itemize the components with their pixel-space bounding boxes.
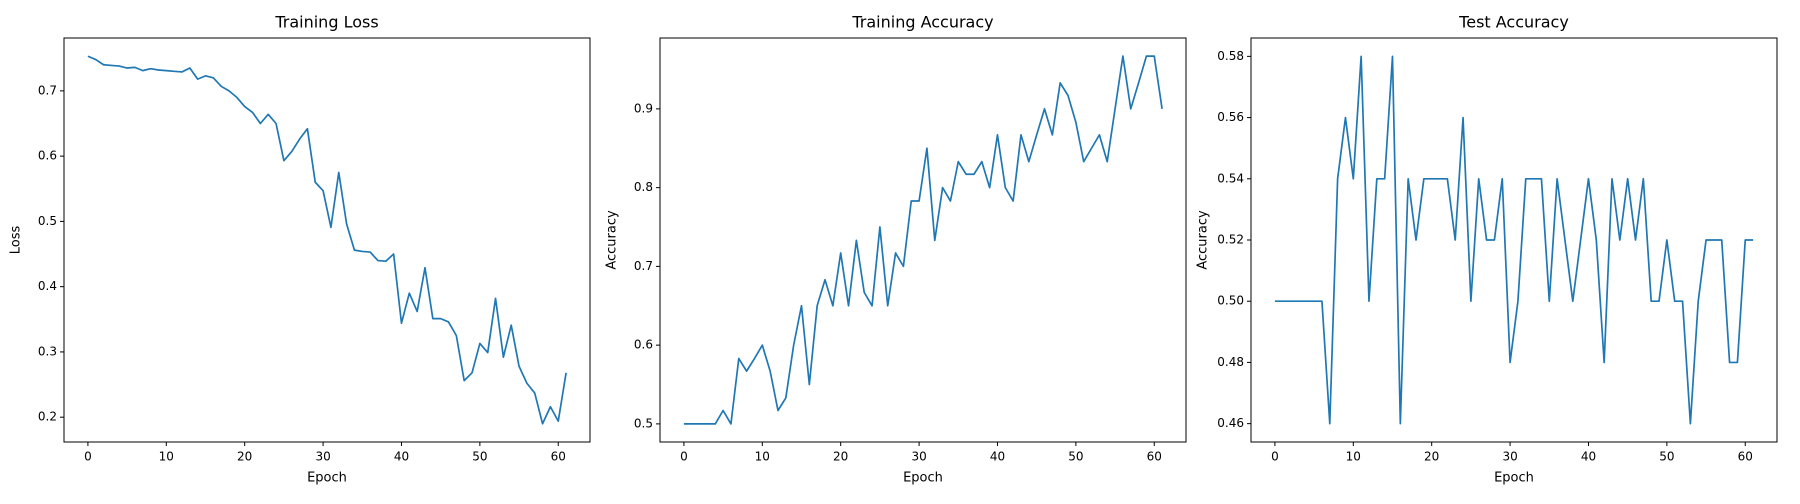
x-tick-label: 20: [833, 450, 848, 464]
y-tick-label: 0.4: [38, 279, 57, 293]
x-tick-label: 0: [680, 450, 688, 464]
y-tick-label: 0.58: [1217, 49, 1244, 63]
x-tick-label: 10: [755, 450, 770, 464]
x-axis-label: Epoch: [307, 471, 347, 486]
y-tick-label: 0.5: [38, 214, 57, 228]
y-tick-label: 0.3: [38, 344, 57, 358]
y-axis-label: Accuracy: [605, 210, 620, 270]
data-line: [1274, 55, 1754, 425]
data-line: [87, 55, 567, 425]
x-tick-label: 60: [1147, 450, 1162, 464]
x-axis-label: Epoch: [903, 471, 943, 486]
x-tick-label: 40: [394, 450, 409, 464]
x-tick-label: 0: [84, 450, 92, 464]
x-tick-label: 40: [990, 450, 1005, 464]
x-tick-label: 30: [911, 450, 926, 464]
y-tick-label: 0.6: [634, 338, 653, 352]
y-tick-label: 0.5: [634, 416, 653, 430]
y-axis-label: Accuracy: [1196, 210, 1211, 270]
axes-frame: [659, 37, 1187, 443]
x-tick-label: 30: [315, 450, 330, 464]
y-tick-label: 0.46: [1217, 416, 1244, 430]
x-tick-label: 10: [1346, 450, 1361, 464]
y-tick-label: 0.6: [38, 149, 57, 163]
y-tick-label: 0.2: [38, 410, 57, 424]
x-tick-label: 60: [1738, 450, 1753, 464]
y-tick-label: 0.52: [1217, 233, 1244, 247]
y-tick-label: 0.8: [634, 180, 653, 194]
x-tick-label: 50: [472, 450, 487, 464]
y-tick-label: 0.9: [634, 101, 653, 115]
x-axis-label: Epoch: [1494, 471, 1534, 486]
y-tick-label: 0.48: [1217, 355, 1244, 369]
x-tick-label: 30: [1502, 450, 1517, 464]
y-tick-label: 0.7: [38, 83, 57, 97]
x-tick-label: 50: [1659, 450, 1674, 464]
x-tick-label: 40: [1581, 450, 1596, 464]
axes-frame: [1250, 37, 1778, 443]
x-tick-label: 60: [551, 450, 566, 464]
chart-title: Training Accuracy: [851, 13, 993, 32]
y-tick-label: 0.50: [1217, 294, 1244, 308]
y-tick-label: 0.7: [634, 259, 653, 273]
x-tick-label: 50: [1068, 450, 1083, 464]
x-tick-label: 10: [159, 450, 174, 464]
chart-title: Training Loss: [274, 13, 378, 32]
x-tick-label: 0: [1271, 450, 1279, 464]
x-tick-label: 20: [1424, 450, 1439, 464]
axes-frame: [63, 37, 591, 443]
x-tick-label: 20: [237, 450, 252, 464]
chart-title: Test Accuracy: [1458, 13, 1569, 32]
y-tick-label: 0.56: [1217, 110, 1244, 124]
y-tick-label: 0.54: [1217, 171, 1244, 185]
y-axis-label: Loss: [9, 226, 24, 255]
data-line: [683, 55, 1163, 425]
